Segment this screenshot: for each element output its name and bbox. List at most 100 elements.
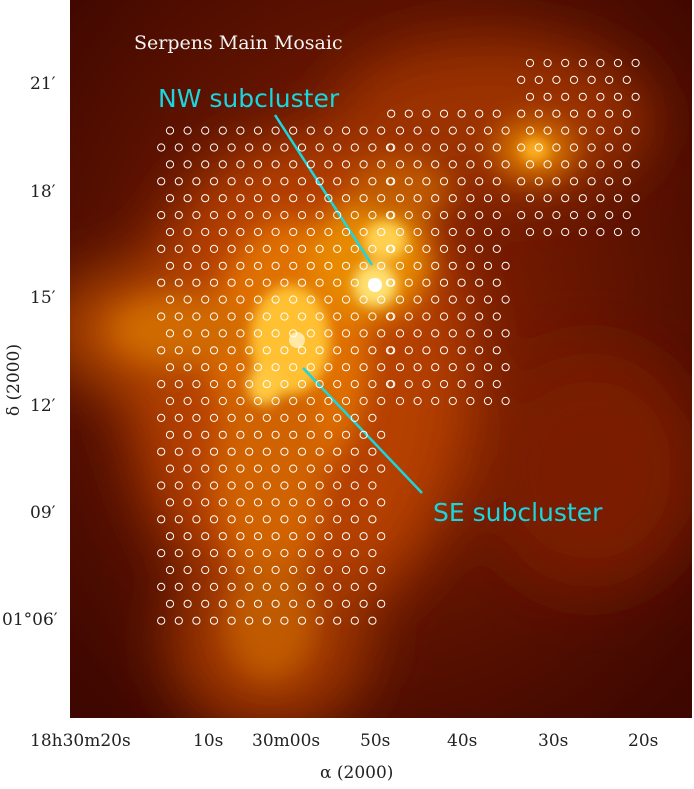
pointing-marker [271,295,280,304]
pointing-marker [192,549,201,558]
pointing-marker [315,380,324,389]
pointing-marker [192,447,201,456]
pointing-marker [385,244,395,253]
pointing-marker [377,565,386,575]
pointing-marker [631,126,640,135]
pointing-marker [227,244,236,253]
pointing-marker [385,278,395,287]
pointing-marker [306,160,315,169]
pointing-marker [404,109,413,118]
pointing-marker [448,363,457,372]
pointing-marker [552,211,561,220]
pointing-marker [631,160,640,169]
pointing-marker [236,160,245,169]
pointing-marker [368,413,377,422]
pointing-marker [350,346,359,355]
pointing-marker [569,143,579,152]
pointing-marker [157,413,166,422]
pointing-marker [552,109,561,118]
pointing-marker [306,227,315,237]
pointing-marker [306,498,315,507]
pointing-marker [192,244,201,253]
pointing-marker [605,177,614,186]
pointing-marker [368,481,377,490]
pointing-marker [324,227,333,237]
pointing-marker [587,177,596,186]
pointing-marker [306,295,315,304]
pointing-marker [280,278,289,287]
pointing-marker [324,532,333,541]
pointing-marker [209,515,219,524]
pointing-marker [439,211,449,220]
pointing-marker [236,126,245,135]
pointing-marker [413,126,422,135]
pointing-marker [253,464,263,473]
pointing-marker [448,126,457,135]
pointing-marker [280,380,289,389]
pointing-marker [174,312,183,321]
pointing-marker [431,363,440,372]
pointing-marker [350,380,359,389]
pointing-marker [324,565,333,575]
pointing-marker [253,565,263,575]
pointing-marker [236,194,245,203]
pointing-marker [605,75,614,85]
pointing-marker [377,363,386,372]
pointing-marker [157,616,166,625]
pointing-marker [218,396,227,406]
pointing-marker [306,565,315,575]
pointing-marker [183,160,192,169]
pointing-marker [561,126,570,135]
mosaic-pointings [157,58,640,625]
pointing-marker [315,346,324,355]
se-subcluster-label: SE subcluster [433,498,603,527]
pointing-marker [245,413,254,422]
pointing-marker [457,278,466,287]
pointing-marker [404,143,413,152]
pointing-marker [341,363,351,372]
pointing-marker [613,92,623,101]
pointing-marker [359,160,368,169]
pointing-marker [236,261,245,270]
pointing-marker [262,177,271,186]
pointing-marker [475,177,484,186]
pointing-marker [561,194,570,203]
pointing-marker [192,380,201,389]
pointing-marker [183,599,192,608]
y-tick-15: 15′ [30,288,56,308]
pointing-marker [492,244,501,253]
pointing-marker [165,160,175,169]
pointing-marker [569,109,579,118]
pointing-marker [306,464,315,473]
pointing-marker [253,430,263,439]
pointing-marker [333,211,342,220]
pointing-marker [377,329,386,338]
pointing-marker [289,261,298,270]
pointing-marker [466,126,475,135]
pointing-marker [245,616,254,625]
pointing-marker [483,227,493,237]
pointing-marker [631,227,640,237]
pointing-marker [483,126,493,135]
pointing-marker [262,211,271,220]
pointing-marker [359,126,368,135]
pointing-marker [236,498,245,507]
pointing-marker [271,565,280,575]
pointing-marker [377,430,386,439]
pointing-marker [174,481,183,490]
pointing-marker [359,194,368,203]
pointing-marker [622,177,631,186]
pointing-marker [253,126,263,135]
pointing-marker [448,160,457,169]
pointing-marker [501,329,510,338]
pointing-marker [245,211,254,220]
pointing-marker [245,143,254,152]
pointing-marker [306,329,315,338]
pointing-marker [165,227,175,237]
pointing-marker [280,515,289,524]
pointing-marker [271,430,280,439]
pointing-marker [631,58,640,68]
pointing-marker [218,498,227,507]
pointing-marker [201,126,210,135]
pointing-marker [306,194,315,203]
